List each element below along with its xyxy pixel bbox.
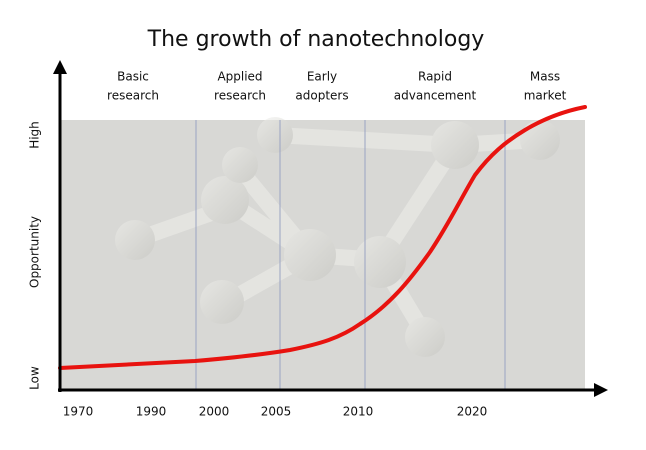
y-axis-title: Opportunity: [28, 216, 42, 288]
phase-label: research: [107, 89, 159, 103]
phase-label: Applied: [217, 70, 262, 84]
x-label: 2000: [199, 405, 230, 419]
phase-label: Basic: [117, 70, 149, 84]
title: The growth of nanotechnology: [147, 27, 485, 52]
growth-curve: [58, 105, 587, 370]
molecule-illustration: [115, 117, 560, 357]
phase-label: Rapid: [418, 70, 452, 84]
phase-label: Mass: [530, 70, 560, 84]
x-label: 2005: [261, 405, 292, 419]
phase-label: Early: [307, 70, 337, 84]
x-label: 2020: [457, 405, 488, 419]
axes: [53, 60, 608, 397]
phase-label: research: [214, 89, 266, 103]
x-label: 1990: [136, 405, 167, 419]
x-label: 1970: [63, 405, 94, 419]
x-label: 2010: [343, 405, 374, 419]
y-high-label: High: [28, 121, 42, 149]
phase-dividers: [195, 120, 506, 390]
y-low-label: Low: [28, 366, 42, 390]
phase-label: adopters: [295, 89, 348, 103]
phase-label: market: [524, 89, 567, 103]
phase-label: advancement: [394, 89, 477, 103]
